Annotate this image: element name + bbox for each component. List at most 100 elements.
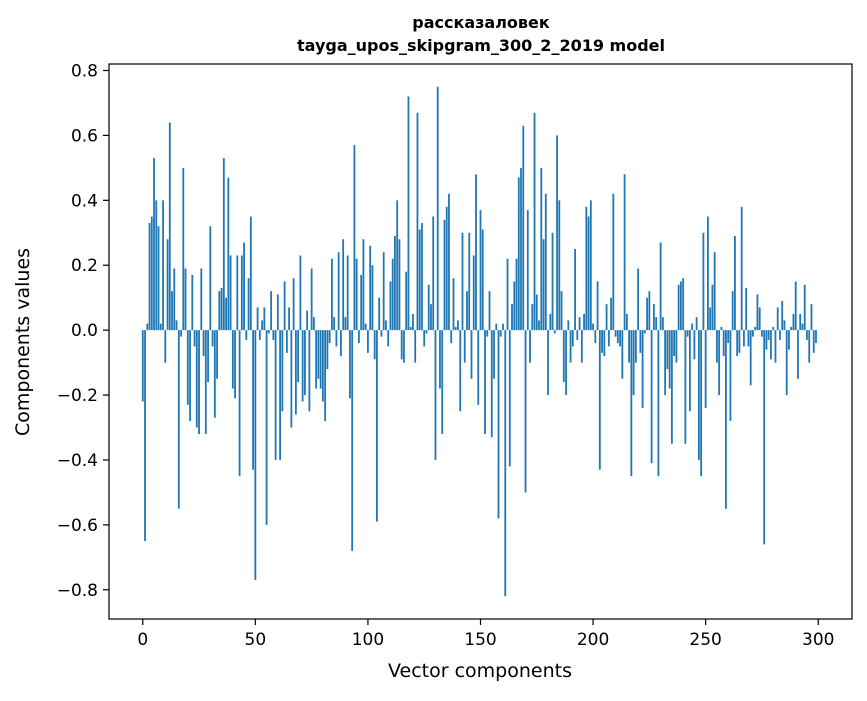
- bar: [601, 330, 603, 353]
- bar: [558, 200, 561, 331]
- bar: [155, 200, 158, 331]
- bar: [533, 112, 536, 331]
- bar: [544, 193, 547, 331]
- bar: [583, 313, 585, 331]
- bar: [727, 330, 730, 344]
- bar: [693, 330, 696, 360]
- bar: [360, 274, 363, 331]
- bar: [700, 330, 703, 477]
- bar: [815, 330, 817, 344]
- bar: [380, 330, 383, 337]
- bar: [292, 278, 295, 331]
- bar: [288, 307, 291, 331]
- bar: [373, 330, 376, 360]
- bar: [231, 330, 234, 389]
- bar: [659, 242, 662, 331]
- y-tick-label: −0.4: [57, 451, 98, 471]
- bar: [193, 330, 196, 347]
- bar: [610, 297, 612, 331]
- bar: [652, 304, 655, 331]
- bar: [344, 317, 347, 331]
- bar: [202, 330, 205, 357]
- bar: [603, 330, 606, 357]
- bar: [263, 307, 266, 331]
- bar: [303, 330, 306, 396]
- bar: [551, 232, 554, 331]
- bar: [716, 330, 718, 363]
- bar: [792, 313, 795, 331]
- bar: [272, 330, 275, 340]
- bar: [657, 330, 660, 477]
- bar: [709, 307, 712, 331]
- bar: [398, 239, 401, 331]
- bar: [144, 330, 146, 542]
- bar: [646, 297, 649, 331]
- bar: [153, 158, 155, 331]
- bar: [720, 326, 723, 331]
- bar: [619, 330, 621, 347]
- bar: [612, 193, 615, 331]
- bar: [238, 330, 241, 477]
- bar: [589, 200, 592, 331]
- bar: [788, 330, 790, 350]
- bar: [225, 297, 227, 331]
- bar: [389, 281, 392, 331]
- x-tick-label: 200: [577, 630, 609, 650]
- bar: [276, 294, 279, 331]
- bar: [252, 330, 254, 470]
- bar: [198, 330, 200, 434]
- bar: [504, 330, 507, 597]
- bar: [508, 330, 511, 467]
- bar: [234, 330, 236, 399]
- bar: [436, 86, 439, 331]
- bar: [405, 271, 408, 331]
- bar: [641, 330, 644, 409]
- bar: [682, 278, 685, 331]
- chart-title-line-1: рассказаловек: [412, 13, 550, 32]
- x-axis-ticks: 0 50 100 150 200 250 300: [137, 619, 834, 650]
- bar: [245, 330, 248, 340]
- bar: [585, 206, 588, 331]
- bar: [725, 330, 727, 509]
- bar: [625, 313, 628, 331]
- bar: [376, 330, 378, 522]
- bar: [247, 278, 250, 331]
- bar: [562, 330, 565, 383]
- bar: [351, 330, 354, 551]
- bar: [677, 284, 680, 331]
- bar: [517, 177, 520, 331]
- bar: [781, 300, 784, 331]
- bar: [281, 330, 284, 412]
- bar: [270, 291, 273, 331]
- bar: [756, 294, 759, 331]
- bar: [486, 330, 489, 337]
- bar: [427, 284, 430, 331]
- bar: [718, 330, 721, 396]
- bar: [177, 330, 180, 509]
- bar: [783, 320, 786, 331]
- plot-frame: [108, 63, 853, 620]
- bar: [736, 330, 739, 357]
- bar: [294, 330, 297, 415]
- bar: [321, 330, 324, 402]
- bar: [324, 330, 327, 422]
- bar: [184, 268, 187, 331]
- bar: [204, 330, 207, 434]
- bar: [598, 330, 601, 470]
- bar: [664, 330, 667, 396]
- bar: [290, 330, 293, 428]
- bar: [439, 330, 441, 389]
- bar: [481, 229, 484, 331]
- bar: [797, 330, 799, 379]
- bar: [256, 307, 259, 331]
- bar: [614, 330, 617, 337]
- bar: [743, 330, 745, 347]
- bar: [556, 135, 558, 331]
- bar: [468, 232, 471, 331]
- y-tick-label: 0.0: [71, 321, 98, 341]
- bar: [472, 255, 475, 331]
- bar: [310, 268, 313, 331]
- bar: [412, 313, 414, 331]
- bar: [740, 206, 743, 331]
- bar: [803, 284, 806, 331]
